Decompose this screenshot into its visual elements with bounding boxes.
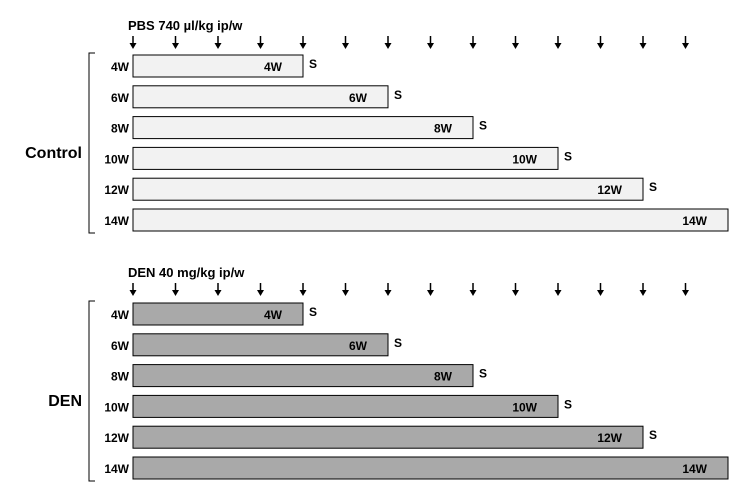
row-label: 4W — [111, 60, 130, 74]
sacrifice-marker: S — [564, 149, 572, 163]
injection-arrow — [427, 283, 434, 296]
sacrifice-marker: S — [479, 119, 487, 133]
bar-label: 6W — [349, 339, 368, 353]
sacrifice-marker: S — [649, 180, 657, 194]
duration-bar — [132, 85, 389, 109]
injection-arrow — [257, 36, 264, 49]
control-group-label: Control — [25, 145, 82, 162]
duration-bar — [132, 177, 644, 201]
bar-label: 8W — [434, 370, 453, 384]
timeline-row: 14W14WS — [104, 456, 729, 480]
sacrifice-marker: S — [564, 397, 572, 411]
bar-label: 8W — [434, 122, 453, 136]
bar-label: 4W — [264, 60, 283, 74]
control-treatment-label: PBS 740 µl/kg ip/w — [128, 18, 243, 33]
control-panel: PBS 740 µl/kg ip/w Control 4W 4W S 6W 6W S 8W 8W S… — [25, 18, 729, 234]
sacrifice-marker: S — [394, 336, 402, 350]
injection-arrow — [597, 283, 604, 296]
bar-label: 12W — [597, 431, 622, 445]
injection-arrow — [299, 283, 307, 296]
injection-arrow — [129, 36, 137, 49]
den-group-label: DEN — [48, 393, 82, 410]
injection-arrow — [512, 36, 519, 49]
injection-arrow — [342, 283, 349, 296]
injection-arrow — [554, 283, 562, 296]
timeline-row: 6W 6W S — [111, 333, 402, 357]
row-label: 14W — [104, 214, 129, 228]
duration-bar — [132, 208, 729, 232]
duration-bar — [132, 302, 304, 326]
duration-bar — [132, 333, 389, 357]
injection-arrow — [257, 283, 264, 296]
duration-bar — [132, 116, 474, 140]
injection-arrow — [554, 36, 562, 49]
timeline-row: 10W 10W S — [104, 394, 572, 418]
row-label: 10W — [104, 152, 129, 166]
injection-arrow — [427, 36, 434, 49]
timeline-row: 8W 8W S — [111, 116, 487, 140]
sacrifice-marker: S — [309, 57, 317, 71]
duration-bar — [132, 425, 644, 449]
duration-bar — [132, 456, 729, 480]
injection-arrow — [384, 36, 392, 49]
timeline-row: 14W14WS — [104, 208, 729, 232]
row-label: 12W — [104, 183, 129, 197]
timeline-row: 8W 8W S — [111, 364, 487, 388]
sacrifice-marker: S — [479, 367, 487, 381]
duration-bar — [132, 146, 559, 170]
den-treatment-label: DEN 40 mg/kg ip/w — [128, 265, 245, 280]
row-label: 10W — [104, 400, 129, 414]
bar-label: 6W — [349, 91, 368, 105]
bar-label: 10W — [512, 152, 537, 166]
bar-label: 4W — [264, 308, 283, 322]
timeline-row: 12W 12W S — [104, 425, 657, 449]
bar-label: 14W — [682, 462, 707, 476]
timeline-row: 4W 4W S — [111, 54, 317, 78]
injection-arrow — [172, 36, 179, 49]
row-label: 8W — [111, 122, 130, 136]
duration-bar — [132, 54, 304, 78]
injection-arrow — [342, 36, 349, 49]
injection-arrow — [597, 36, 604, 49]
injection-arrow — [214, 36, 222, 49]
timeline-row: 10W 10W S — [104, 146, 572, 170]
injection-arrow — [299, 36, 307, 49]
row-label: 6W — [111, 91, 130, 105]
bar-label: 14W — [682, 214, 707, 228]
injection-arrow — [682, 283, 689, 296]
bar-label: 10W — [512, 400, 537, 414]
row-label: 6W — [111, 339, 130, 353]
duration-bar — [132, 364, 474, 388]
injection-arrow — [384, 283, 392, 296]
sacrifice-marker: S — [394, 88, 402, 102]
timeline-row: 4W 4W S — [111, 302, 317, 326]
injection-arrow — [639, 36, 647, 49]
row-label: 4W — [111, 308, 130, 322]
injection-arrow — [129, 283, 137, 296]
timeline-row: 12W 12W S — [104, 177, 657, 201]
injection-arrow — [469, 36, 477, 49]
timeline-row: 6W 6W S — [111, 85, 402, 109]
injection-arrow — [469, 283, 477, 296]
row-label: 14W — [104, 462, 129, 476]
row-label: 8W — [111, 370, 130, 384]
duration-bar — [132, 394, 559, 418]
bar-label: 12W — [597, 183, 622, 197]
row-label: 12W — [104, 431, 129, 445]
injection-arrow — [172, 283, 179, 296]
sacrifice-marker: S — [309, 305, 317, 319]
injection-arrow — [682, 36, 689, 49]
sacrifice-marker: S — [649, 428, 657, 442]
injection-arrow — [214, 283, 222, 296]
den-bracket — [88, 300, 95, 482]
injection-arrow — [639, 283, 647, 296]
control-bracket — [88, 52, 95, 234]
injection-arrow — [512, 283, 519, 296]
